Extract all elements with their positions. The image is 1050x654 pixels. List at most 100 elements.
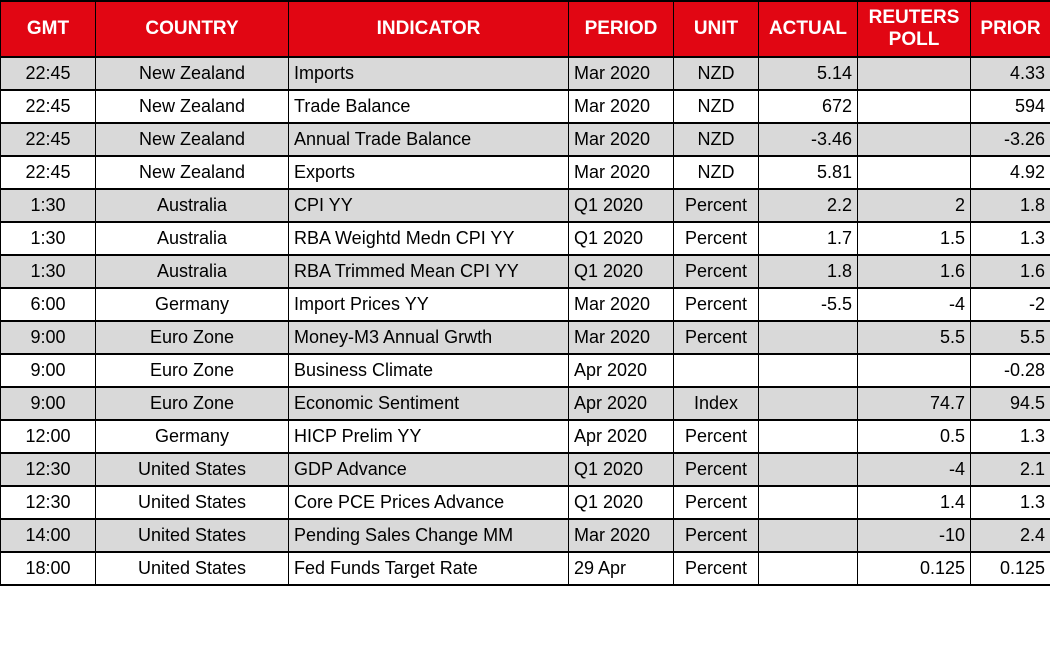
cell-actual: 1.7 — [758, 221, 858, 256]
cell-actual: 1.8 — [758, 254, 858, 289]
cell-reuters_poll: -10 — [857, 518, 971, 553]
cell-period: Q1 2020 — [568, 188, 674, 223]
table-row: 22:45 New Zealand Imports Mar 2020 NZD 5.14 4.… — [0, 56, 1050, 91]
cell-gmt: 6:00 — [0, 287, 96, 322]
cell-reuters_poll — [857, 122, 971, 157]
cell-prior: 1.8 — [970, 188, 1050, 223]
cell-gmt: 22:45 — [0, 56, 96, 91]
cell-reuters_poll: 0.5 — [857, 419, 971, 454]
cell-country: Germany — [95, 287, 289, 322]
table-row: 12:30 United States GDP Advance Q1 2020 Perc… — [0, 452, 1050, 487]
cell-period: Q1 2020 — [568, 485, 674, 520]
cell-actual: 2.2 — [758, 188, 858, 223]
col-header-indicator: INDICATOR — [288, 0, 569, 58]
cell-indicator: Money-M3 Annual Grwth — [288, 320, 569, 355]
cell-unit: NZD — [673, 56, 759, 91]
cell-unit: Percent — [673, 485, 759, 520]
cell-actual — [758, 320, 858, 355]
cell-period: Mar 2020 — [568, 287, 674, 322]
cell-indicator: Economic Sentiment — [288, 386, 569, 421]
table-row: 6:00 Germany Import Prices YY Mar 2020 Perce… — [0, 287, 1050, 322]
cell-period: Mar 2020 — [568, 122, 674, 157]
cell-unit: NZD — [673, 89, 759, 124]
cell-prior: 1.3 — [970, 221, 1050, 256]
cell-gmt: 22:45 — [0, 122, 96, 157]
cell-reuters_poll — [857, 56, 971, 91]
cell-reuters_poll — [857, 155, 971, 190]
cell-actual: 5.81 — [758, 155, 858, 190]
cell-gmt: 18:00 — [0, 551, 96, 586]
cell-prior: 94.5 — [970, 386, 1050, 421]
cell-reuters_poll: 1.5 — [857, 221, 971, 256]
cell-indicator: Imports — [288, 56, 569, 91]
cell-actual — [758, 551, 858, 586]
cell-country: Euro Zone — [95, 320, 289, 355]
cell-indicator: RBA Weightd Medn CPI YY — [288, 221, 569, 256]
cell-period: Mar 2020 — [568, 518, 674, 553]
col-header-reuters-poll: REUTERS POLL — [857, 0, 971, 58]
cell-unit: NZD — [673, 122, 759, 157]
col-header-unit: UNIT — [673, 0, 759, 58]
cell-actual — [758, 452, 858, 487]
cell-gmt: 9:00 — [0, 320, 96, 355]
cell-reuters_poll — [857, 353, 971, 388]
table-row: 9:00 Euro Zone Economic Sentiment Apr 2020 I… — [0, 386, 1050, 421]
cell-prior: 5.5 — [970, 320, 1050, 355]
table-header: GMT COUNTRY INDICATOR PERIOD UNIT ACTUAL… — [0, 0, 1050, 58]
cell-country: United States — [95, 551, 289, 586]
cell-period: Mar 2020 — [568, 56, 674, 91]
cell-prior: 1.3 — [970, 485, 1050, 520]
cell-country: Euro Zone — [95, 386, 289, 421]
table-row: 9:00 Euro Zone Business Climate Apr 2020 -0.… — [0, 353, 1050, 388]
cell-prior: -3.26 — [970, 122, 1050, 157]
cell-actual: 672 — [758, 89, 858, 124]
cell-indicator: Import Prices YY — [288, 287, 569, 322]
table-row: 9:00 Euro Zone Money-M3 Annual Grwth Mar 20… — [0, 320, 1050, 355]
cell-reuters_poll — [857, 89, 971, 124]
col-header-gmt: GMT — [0, 0, 96, 58]
cell-unit: Percent — [673, 221, 759, 256]
cell-prior: 2.1 — [970, 452, 1050, 487]
table-row: 14:00 United States Pending Sales Change M… — [0, 518, 1050, 553]
cell-unit: Percent — [673, 551, 759, 586]
cell-unit: Percent — [673, 254, 759, 289]
cell-gmt: 12:30 — [0, 485, 96, 520]
cell-unit: Index — [673, 386, 759, 421]
col-header-prior: PRIOR — [970, 0, 1050, 58]
cell-gmt: 22:45 — [0, 155, 96, 190]
cell-country: Australia — [95, 221, 289, 256]
cell-indicator: HICP Prelim YY — [288, 419, 569, 454]
cell-gmt: 9:00 — [0, 386, 96, 421]
table-row: 1:30 Australia RBA Trimmed Mean CPI YY Q1 2… — [0, 254, 1050, 289]
table-row: 12:00 Germany HICP Prelim YY Apr 2020 Percen… — [0, 419, 1050, 454]
cell-period: Apr 2020 — [568, 386, 674, 421]
cell-period: Q1 2020 — [568, 452, 674, 487]
cell-indicator: Fed Funds Target Rate — [288, 551, 569, 586]
cell-unit: Percent — [673, 188, 759, 223]
cell-prior: 4.92 — [970, 155, 1050, 190]
table-body: 22:45 New Zealand Imports Mar 2020 NZD 5.14 4.… — [0, 56, 1050, 586]
cell-country: Australia — [95, 254, 289, 289]
cell-actual — [758, 485, 858, 520]
cell-period: 29 Apr — [568, 551, 674, 586]
cell-indicator: Pending Sales Change MM — [288, 518, 569, 553]
cell-unit — [673, 353, 759, 388]
cell-reuters_poll: 2 — [857, 188, 971, 223]
table-row: 1:30 Australia RBA Weightd Medn CPI YY Q1 2… — [0, 221, 1050, 256]
economic-calendar-table: GMT COUNTRY INDICATOR PERIOD UNIT ACTUAL… — [0, 0, 1050, 586]
cell-unit: Percent — [673, 287, 759, 322]
table-row: 12:30 United States Core PCE Prices Advanc… — [0, 485, 1050, 520]
cell-period: Mar 2020 — [568, 155, 674, 190]
cell-country: New Zealand — [95, 56, 289, 91]
cell-period: Apr 2020 — [568, 353, 674, 388]
cell-country: Australia — [95, 188, 289, 223]
cell-indicator: Core PCE Prices Advance — [288, 485, 569, 520]
col-header-period: PERIOD — [568, 0, 674, 58]
table-row: 1:30 Australia CPI YY Q1 2020 Percent 2.2 2 1.8 — [0, 188, 1050, 223]
cell-country: New Zealand — [95, 155, 289, 190]
cell-period: Q1 2020 — [568, 254, 674, 289]
cell-reuters_poll: 0.125 — [857, 551, 971, 586]
cell-prior: 594 — [970, 89, 1050, 124]
cell-reuters_poll: -4 — [857, 287, 971, 322]
